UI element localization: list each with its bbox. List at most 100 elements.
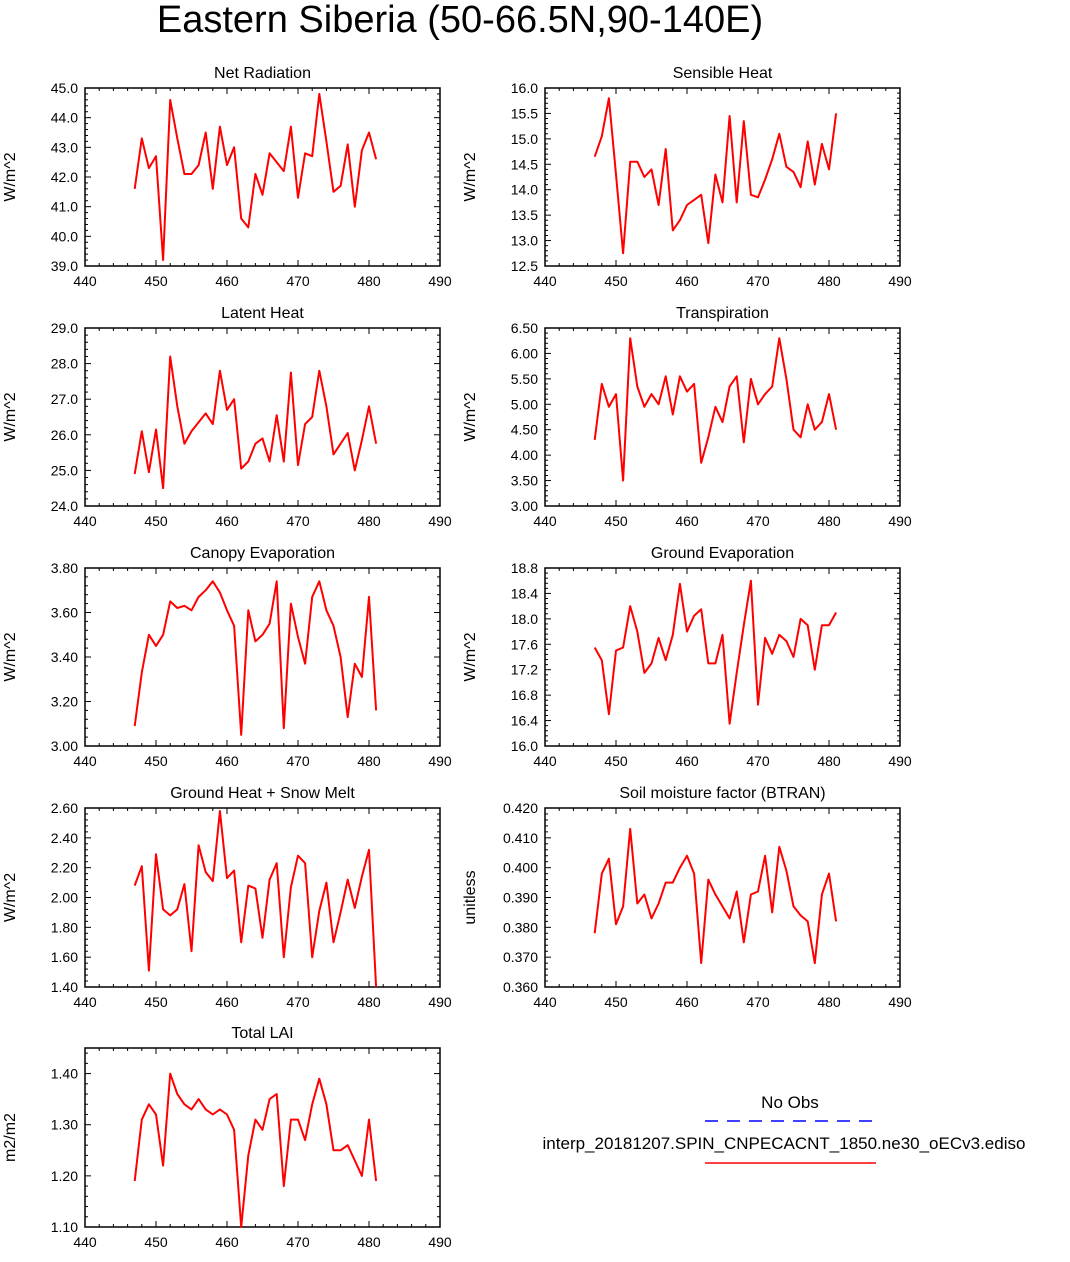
x-tick-label: 470 xyxy=(286,513,310,529)
series-line xyxy=(133,355,378,490)
panel-title: Ground Evaporation xyxy=(651,545,794,562)
y-tick-label: 39.0 xyxy=(51,258,78,274)
y-tick-label: 26.0 xyxy=(51,427,78,443)
series-line xyxy=(593,97,838,255)
y-tick-label: 28.0 xyxy=(51,356,78,372)
y-tick-label: 1.20 xyxy=(51,1168,78,1184)
y-tick-label: 6.50 xyxy=(511,320,538,336)
series-line xyxy=(593,337,838,482)
x-tick-label: 460 xyxy=(215,1234,239,1250)
y-axis-label: W/m^2 xyxy=(462,392,479,441)
x-tick-label: 490 xyxy=(888,753,912,769)
y-tick-label: 15.5 xyxy=(511,105,538,121)
series-line xyxy=(133,92,378,262)
y-tick-label: 41.0 xyxy=(51,199,78,215)
y-tick-label: 1.10 xyxy=(51,1219,78,1235)
x-tick-label: 460 xyxy=(215,513,239,529)
x-tick-label: 490 xyxy=(888,994,912,1010)
x-tick-label: 470 xyxy=(746,994,770,1010)
x-tick-label: 440 xyxy=(73,753,97,769)
y-tick-label: 0.400 xyxy=(503,860,538,876)
y-tick-label: 15.0 xyxy=(511,131,538,147)
x-tick-label: 480 xyxy=(817,753,841,769)
x-tick-label: 450 xyxy=(604,753,628,769)
y-tick-label: 3.00 xyxy=(51,738,78,754)
y-tick-label: 25.0 xyxy=(51,462,78,478)
x-tick-label: 490 xyxy=(428,1234,452,1250)
panel-soil-moisture-factor-btran: Soil moisture factor (BTRAN) unitless 440 4… xyxy=(462,785,912,1010)
x-tick-label: 490 xyxy=(428,273,452,289)
y-tick-label: 27.0 xyxy=(51,391,78,407)
x-tick-label: 470 xyxy=(746,273,770,289)
y-tick-label: 2.40 xyxy=(51,830,78,846)
y-axis-label: W/m^2 xyxy=(2,392,19,441)
panel-net-radiation: Net Radiation W/m^2 440 450 460 470 480 490 39.0… xyxy=(2,65,452,289)
x-tick-label: 490 xyxy=(428,513,452,529)
x-tick-label: 480 xyxy=(357,273,381,289)
y-tick-label: 6.00 xyxy=(511,345,538,361)
y-tick-label: 4.00 xyxy=(511,447,538,463)
x-tick-label: 490 xyxy=(888,273,912,289)
x-tick-label: 460 xyxy=(675,753,699,769)
y-tick-label: 13.5 xyxy=(511,207,538,223)
legend: No Obs interp_20181207.SPIN_CNPECACNT_185… xyxy=(543,1093,1026,1164)
plot-frame xyxy=(544,327,901,507)
y-tick-label: 18.4 xyxy=(511,585,538,601)
x-tick-label: 450 xyxy=(144,1234,168,1250)
y-tick-label: 2.60 xyxy=(51,800,78,816)
panel-latent-heat: Latent Heat W/m^2 440 450 460 470 480 490 24.0 25… xyxy=(2,305,452,529)
x-tick-label: 490 xyxy=(428,994,452,1010)
y-tick-label: 29.0 xyxy=(51,320,78,336)
y-tick-label: 0.390 xyxy=(503,890,538,906)
panel-title: Sensible Heat xyxy=(673,65,773,82)
series-line xyxy=(133,810,378,988)
panel-canopy-evaporation: Canopy Evaporation W/m^2 440 450 460 470 480 49… xyxy=(2,545,452,769)
x-tick-label: 450 xyxy=(604,273,628,289)
x-tick-label: 470 xyxy=(286,1234,310,1250)
y-tick-label: 0.370 xyxy=(503,949,538,965)
x-tick-label: 440 xyxy=(533,513,557,529)
x-tick-label: 450 xyxy=(144,513,168,529)
panel-ground-heat-snow-melt: Ground Heat + Snow Melt W/m^2 440 450 460 470… xyxy=(2,785,452,1010)
y-tick-label: 1.80 xyxy=(51,919,78,935)
legend-obs-label: No Obs xyxy=(761,1093,819,1112)
plot-frame xyxy=(84,327,441,507)
y-tick-label: 16.0 xyxy=(511,738,538,754)
figure-title: Eastern Siberia (50-66.5N,90-140E) xyxy=(156,0,764,41)
x-tick-label: 440 xyxy=(73,994,97,1010)
x-tick-label: 470 xyxy=(286,994,310,1010)
y-tick-label: 18.8 xyxy=(511,560,538,576)
y-tick-label: 0.420 xyxy=(503,800,538,816)
y-tick-label: 1.60 xyxy=(51,949,78,965)
x-tick-label: 450 xyxy=(144,994,168,1010)
y-tick-label: 2.00 xyxy=(51,890,78,906)
y-tick-label: 3.80 xyxy=(51,560,78,576)
y-tick-label: 1.40 xyxy=(51,1066,78,1082)
y-tick-label: 43.0 xyxy=(51,139,78,155)
panel-title: Soil moisture factor (BTRAN) xyxy=(619,785,825,802)
x-tick-label: 480 xyxy=(357,513,381,529)
x-tick-label: 460 xyxy=(215,994,239,1010)
y-tick-label: 42.0 xyxy=(51,169,78,185)
x-tick-label: 450 xyxy=(144,273,168,289)
x-tick-label: 450 xyxy=(604,994,628,1010)
panel-total-lai: Total LAI m2/m2 440 450 460 470 480 490 1.10 1.20… xyxy=(2,1025,452,1250)
x-tick-label: 480 xyxy=(357,1234,381,1250)
x-tick-label: 470 xyxy=(286,273,310,289)
y-tick-label: 24.0 xyxy=(51,498,78,514)
y-tick-label: 18.0 xyxy=(511,611,538,627)
y-tick-label: 0.380 xyxy=(503,919,538,935)
x-tick-label: 480 xyxy=(357,994,381,1010)
series-line xyxy=(133,580,378,736)
y-tick-label: 17.2 xyxy=(511,662,538,678)
y-tick-label: 14.0 xyxy=(511,182,538,198)
y-tick-label: 40.0 xyxy=(51,228,78,244)
y-tick-label: 3.40 xyxy=(51,649,78,665)
x-tick-label: 490 xyxy=(428,753,452,769)
x-tick-label: 480 xyxy=(817,513,841,529)
x-tick-label: 460 xyxy=(215,753,239,769)
x-tick-label: 480 xyxy=(817,994,841,1010)
legend-model-label: interp_20181207.SPIN_CNPECACNT_1850.ne30… xyxy=(543,1134,1026,1153)
y-tick-label: 44.0 xyxy=(51,110,78,126)
y-axis-label: W/m^2 xyxy=(2,873,19,922)
